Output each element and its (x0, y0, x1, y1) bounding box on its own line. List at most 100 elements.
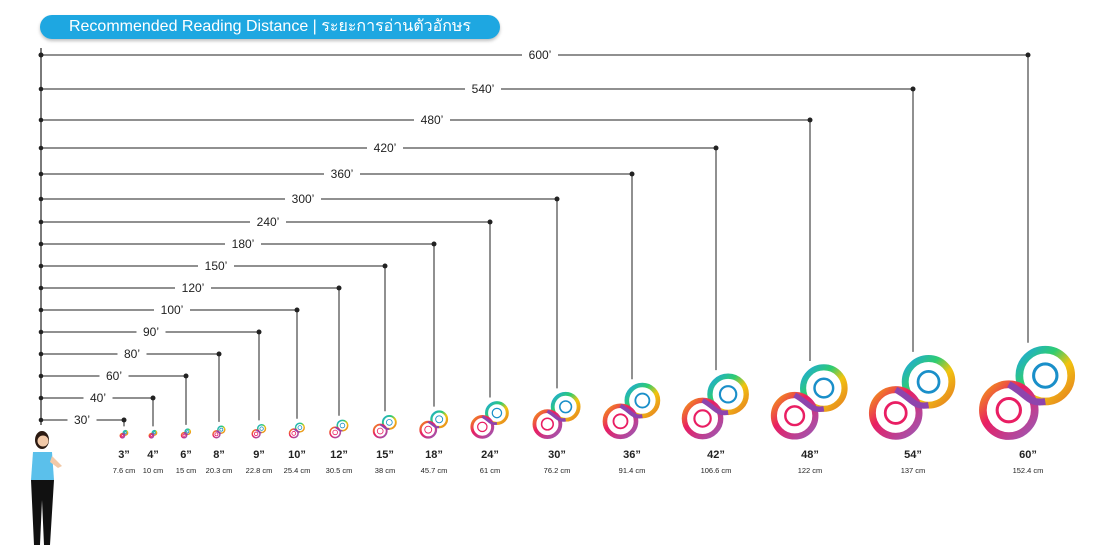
logo-sample (868, 355, 956, 440)
distance-row: 90’ (38, 325, 262, 421)
size-cm: 38 cm (374, 466, 396, 475)
end-dot (629, 171, 635, 177)
distance-label: 180’ (232, 237, 255, 251)
end-dot (336, 285, 342, 291)
distance-row: 30’ (38, 413, 127, 427)
logo-sample (119, 429, 129, 439)
distance-row: 480’ (38, 113, 813, 362)
start-dot (38, 351, 44, 357)
size-cm: 106.6 cm (700, 466, 732, 475)
distance-row: 300’ (38, 192, 560, 389)
size-cm: 15 cm (175, 466, 197, 475)
logo-sample (148, 429, 158, 439)
size-inches: 60” (1019, 449, 1037, 461)
logo-sample (372, 414, 397, 439)
distance-label: 90’ (143, 325, 159, 339)
start-dot (38, 263, 44, 269)
size-cm: 20.3 cm (205, 466, 233, 475)
distance-label: 120’ (182, 281, 205, 295)
start-dot (38, 329, 44, 335)
end-dot (256, 329, 262, 335)
distance-label: 100’ (161, 303, 184, 317)
start-dot (38, 86, 44, 92)
size-cm: 91.4 cm (618, 466, 646, 475)
logo-sample (532, 391, 581, 439)
end-dot (1025, 52, 1031, 58)
distance-label: 540’ (472, 82, 495, 96)
size-inches: 24” (481, 449, 499, 461)
size-cm: 122 cm (797, 466, 823, 475)
start-dot (38, 417, 44, 423)
end-dot (183, 373, 189, 379)
end-dot (487, 219, 493, 225)
logo-sample (288, 422, 305, 439)
distance-row: 240’ (38, 215, 493, 398)
size-cm: 22.8 cm (245, 466, 273, 475)
size-cm: 30.5 cm (325, 466, 353, 475)
end-dot (121, 417, 127, 423)
start-dot (38, 171, 44, 177)
size-cm: 76.2 cm (543, 466, 571, 475)
start-dot (38, 219, 44, 225)
size-cm: 61 cm (479, 466, 501, 475)
start-dot (38, 145, 44, 151)
distance-row: 60’ (38, 369, 189, 425)
start-dot (38, 241, 44, 247)
distance-label: 150’ (205, 259, 228, 273)
end-dot (216, 351, 222, 357)
distance-label: 360’ (331, 167, 354, 181)
end-dot (910, 86, 916, 92)
distance-row: 180’ (38, 237, 437, 407)
distance-row: 360’ (38, 167, 635, 380)
start-dot (38, 117, 44, 123)
distance-row: 600’ (38, 48, 1031, 343)
size-inches: 15” (376, 449, 394, 461)
size-inches: 10” (288, 449, 306, 461)
logo-sample (470, 401, 509, 439)
logo-sample (419, 410, 449, 439)
distance-row: 420’ (38, 141, 719, 371)
start-dot (38, 285, 44, 291)
size-inches: 6” (180, 449, 192, 461)
end-dot (382, 263, 388, 269)
size-cm: 137 cm (900, 466, 926, 475)
distance-label: 480’ (421, 113, 444, 127)
logo-sample (180, 428, 192, 439)
size-cm: 10 cm (142, 466, 164, 475)
logo-sample (212, 425, 226, 439)
end-dot (294, 307, 300, 313)
size-cm: 25.4 cm (283, 466, 311, 475)
logo-sample (979, 345, 1076, 440)
end-dot (807, 117, 813, 123)
distance-row: 40’ (38, 391, 156, 427)
size-cm: 152.4 cm (1012, 466, 1044, 475)
start-dot (38, 307, 44, 313)
size-inches: 8” (213, 449, 225, 461)
logo-sample (770, 364, 848, 440)
end-dot (554, 196, 560, 202)
title-banner: Recommended Reading Distance | ระยะการอ่… (40, 15, 500, 39)
distance-row: 150’ (38, 259, 388, 412)
distance-row: 120’ (38, 281, 342, 416)
logo-sample (681, 373, 749, 440)
size-inches: 18” (425, 449, 443, 461)
size-inches: 42” (707, 449, 725, 461)
person-figure (31, 431, 62, 545)
size-inches: 54” (904, 449, 922, 461)
distance-row: 100’ (38, 303, 300, 419)
logo-sample (329, 419, 349, 439)
end-dot (150, 395, 156, 401)
distance-label: 240’ (257, 215, 280, 229)
size-cm: 45.7 cm (420, 466, 448, 475)
distance-label: 40’ (90, 391, 106, 405)
distance-label: 420’ (374, 141, 397, 155)
distance-row: 80’ (38, 347, 222, 422)
logo-sample (251, 424, 267, 439)
start-dot (38, 373, 44, 379)
distance-label: 600’ (529, 48, 552, 62)
size-inches: 9” (253, 449, 265, 461)
distance-label: 30’ (74, 413, 90, 427)
distance-row: 540’ (38, 82, 916, 352)
